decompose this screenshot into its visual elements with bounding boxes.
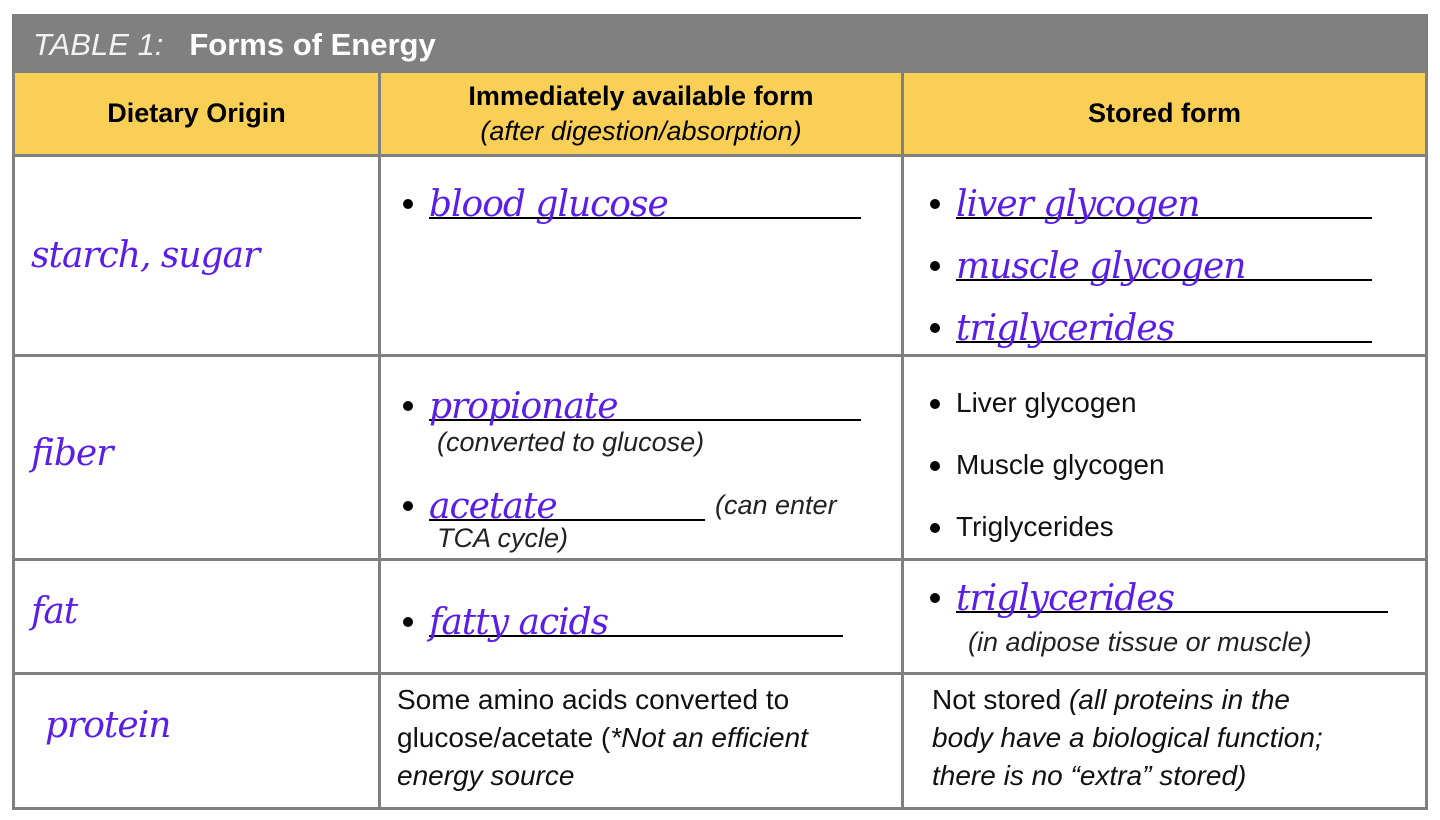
row4-immediate-line-1: Some amino acids converted to xyxy=(397,684,790,715)
row3-stored-note: (in adipose tissue or muscle) xyxy=(968,627,1312,657)
row2-immediate-value-2: acetate xyxy=(429,486,558,527)
row2-immediate-cell: propionate (converted to glucose) acetat… xyxy=(381,357,904,561)
list-item: liver glycogen xyxy=(930,181,1372,223)
row2-immediate-note-3: TCA cycle) xyxy=(437,523,569,553)
row2-immediate-value-1: propionate xyxy=(429,386,619,427)
bullet-icon xyxy=(930,461,940,471)
row2-stored-cell: Liver glycogen Muscle glycogen Triglycer… xyxy=(904,357,1425,561)
row1-stored-cell: liver glycogen muscle glycogen triglycer… xyxy=(904,157,1425,357)
row4-stored-line-1-italic: (all proteins in the xyxy=(1068,684,1290,715)
header-stored-text: Stored form xyxy=(1087,98,1241,128)
bullet-icon xyxy=(930,593,940,603)
row4-stored-line-3: there is no “extra” stored) xyxy=(932,760,1247,791)
header-immediate-text: Immediately available form xyxy=(468,80,814,111)
row4-stored-line-2: body have a biological function; xyxy=(932,722,1323,753)
list-item: propionate xyxy=(403,383,861,425)
forms-of-energy-table: TABLE 1: Forms of Energy Dietary Origin … xyxy=(12,14,1428,810)
row1-origin: starch, sugar xyxy=(31,235,260,276)
header-dietary-origin: Dietary Origin xyxy=(15,73,381,157)
bullet-icon xyxy=(930,261,940,271)
row3-stored-value: triglycerides xyxy=(956,578,1175,619)
row2-immediate-note-1: (converted to glucose) xyxy=(437,427,705,457)
bullet-icon xyxy=(930,523,940,533)
header-stored-form: Stored form xyxy=(904,73,1425,157)
list-item: acetate (can enter xyxy=(403,483,837,525)
row4-immediate-line-3: energy source xyxy=(397,760,575,791)
bullet-icon xyxy=(403,401,413,411)
header-origin-text: Dietary Origin xyxy=(107,98,286,128)
row2-origin: fiber xyxy=(31,433,113,474)
row2-origin-cell: fiber xyxy=(15,357,381,561)
row4-stored-line-1: Not stored (all proteins in the xyxy=(932,681,1323,719)
list-item: Muscle glycogen xyxy=(930,449,1165,481)
list-item: Triglycerides xyxy=(930,511,1114,543)
list-item: triglycerides xyxy=(930,575,1388,617)
bullet-icon xyxy=(930,323,940,333)
table-grid: Dietary Origin Immediately available for… xyxy=(15,73,1425,807)
table-title-bar: TABLE 1: Forms of Energy xyxy=(15,17,1425,73)
row3-immediate-value: fatty acids xyxy=(429,602,609,643)
list-item: fatty acids xyxy=(403,599,843,641)
row4-origin-cell: protein xyxy=(15,675,381,807)
list-item: triglycerides xyxy=(930,305,1372,347)
list-item: muscle glycogen xyxy=(930,243,1372,285)
row3-origin-cell: fat xyxy=(15,561,381,675)
row1-immediate-value: blood glucose xyxy=(429,184,669,225)
row2-stored-value-2: Muscle glycogen xyxy=(956,449,1165,480)
row1-immediate-cell: blood glucose xyxy=(381,157,904,357)
bullet-icon xyxy=(930,399,940,409)
row4-stored-line-1-plain: Not stored xyxy=(932,684,1069,715)
bullet-icon xyxy=(403,617,413,627)
header-immediate-subtext: (after digestion/absorption) xyxy=(480,115,802,146)
row1-stored-value-3: triglycerides xyxy=(956,308,1175,349)
row4-stored-text: Not stored (all proteins in the body hav… xyxy=(932,681,1323,795)
row2-stored-value-3: Triglycerides xyxy=(956,511,1114,542)
table-title: Forms of Energy xyxy=(189,27,436,62)
row4-immediate-cell: Some amino acids converted to glucose/ac… xyxy=(381,675,904,807)
row2-stored-value-1: Liver glycogen xyxy=(956,387,1137,418)
row4-immediate-line-2-italic: *Not an efficient xyxy=(610,722,808,753)
table-label: TABLE 1: xyxy=(33,27,164,62)
row1-stored-value-2: muscle glycogen xyxy=(956,246,1246,287)
row4-origin: protein xyxy=(45,705,171,746)
row3-immediate-cell: fatty acids xyxy=(381,561,904,675)
header-immediate-form: Immediately available form (after digest… xyxy=(381,73,904,157)
row2-immediate-note-2: (can enter xyxy=(715,490,837,520)
bullet-icon xyxy=(403,199,413,209)
row3-stored-cell: triglycerides (in adipose tissue or musc… xyxy=(904,561,1425,675)
row1-origin-cell: starch, sugar xyxy=(15,157,381,357)
row1-stored-value-1: liver glycogen xyxy=(956,184,1201,225)
row4-immediate-line-2: glucose/acetate (*Not an efficient xyxy=(397,719,808,757)
list-item: Liver glycogen xyxy=(930,387,1137,419)
row4-immediate-line-2-plain: glucose/acetate ( xyxy=(397,722,611,753)
row4-immediate-text: Some amino acids converted to glucose/ac… xyxy=(397,681,808,795)
row3-origin: fat xyxy=(31,591,78,632)
bullet-icon xyxy=(930,199,940,209)
bullet-icon xyxy=(403,501,413,511)
row4-stored-cell: Not stored (all proteins in the body hav… xyxy=(904,675,1425,807)
list-item: blood glucose xyxy=(403,181,861,223)
